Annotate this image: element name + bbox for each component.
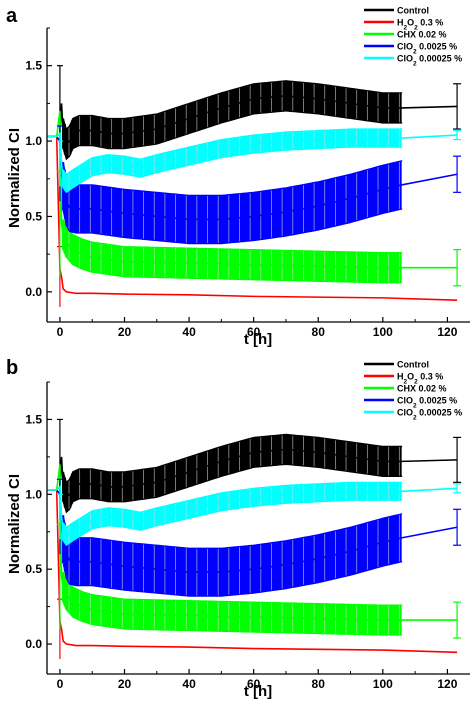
- x-tick-label: 20: [118, 677, 132, 691]
- legend-label: CHX 0.02 %: [397, 384, 447, 394]
- x-tick-label: 120: [437, 325, 457, 339]
- x-tick-label: 60: [247, 677, 261, 691]
- series-line: [47, 448, 458, 499]
- y-tick-label: 1.0: [25, 134, 42, 148]
- series-5: [47, 481, 462, 547]
- plot-area: [47, 65, 462, 307]
- series-1: [47, 65, 462, 161]
- legend-label: H2O2 0.3 %: [397, 18, 443, 32]
- error-band-top: [62, 160, 403, 196]
- error-band-top: [62, 513, 403, 549]
- x-tick-label: 0: [57, 325, 64, 339]
- legend-label: Control: [397, 6, 429, 16]
- y-tick-label: 0.0: [25, 637, 42, 651]
- error-band-top: [62, 433, 403, 484]
- chart-b-svg: b Normalized CI t [h] 0 20 40 60 80 100 120 0.0…: [6, 357, 470, 700]
- error-band-top: [62, 571, 403, 606]
- series-line: [47, 485, 458, 538]
- y-axis-label: Normalized CI: [6, 128, 23, 228]
- error-band-bottom: [62, 208, 403, 245]
- legend-label: CHX 0.02 %: [397, 30, 447, 40]
- y-tick-label: 0.0: [25, 285, 42, 299]
- x-tick-label: 100: [373, 325, 393, 339]
- x-tick-label: 40: [182, 325, 196, 339]
- series-4: [47, 125, 462, 245]
- legend-label: H2O2 0.3 %: [397, 372, 443, 386]
- legend-label: ClO2 0.0025 %: [397, 42, 457, 56]
- x-tick-label: 40: [182, 677, 196, 691]
- y-tick-label: 0.5: [25, 562, 42, 576]
- error-band-bottom: [62, 499, 403, 547]
- x-axis-label: t [h]: [244, 331, 272, 348]
- x-axis-label: t [h]: [244, 683, 272, 700]
- panel-letter: a: [6, 5, 18, 27]
- series-5: [47, 128, 462, 194]
- legend-label: ClO2 0.00025 %: [397, 54, 462, 68]
- series-1: [47, 418, 462, 514]
- panel-letter: b: [6, 357, 18, 379]
- legend: Control H2O2 0.3 %CHX 0.02 % ClO2 0.0025 %…: [364, 360, 462, 422]
- x-tick-label: 120: [437, 677, 457, 691]
- x-tick-label: 20: [118, 325, 132, 339]
- series-3: [47, 110, 462, 287]
- axes: 0 20 40 60 80 100 120 0.0 0.5 1.0 1.5: [25, 27, 470, 339]
- x-tick-label: 60: [247, 325, 261, 339]
- series-line: [47, 464, 458, 621]
- chart-panel-a: a Normalized CI t [h] 0 20 40 60 80 100 120 0.0…: [0, 0, 474, 352]
- error-band-bottom: [62, 463, 403, 514]
- error-band-bottom: [62, 561, 403, 597]
- series-line: [47, 95, 458, 146]
- y-tick-label: 0.5: [25, 209, 42, 223]
- chart-panel-b: b Normalized CI t [h] 0 20 40 60 80 100 120 0.0…: [0, 352, 474, 704]
- axes: 0 20 40 60 80 100 120 0.0 0.5 1.0 1.5: [25, 381, 470, 691]
- series-line: [47, 110, 458, 269]
- x-tick-label: 100: [373, 677, 393, 691]
- x-tick-label: 0: [57, 677, 64, 691]
- y-axis-label: Normalized CI: [6, 474, 23, 574]
- y-tick-label: 1.0: [25, 487, 42, 501]
- x-tick-label: 80: [312, 325, 326, 339]
- error-band-top: [62, 80, 403, 131]
- error-band-top: [62, 481, 403, 529]
- error-band-bottom: [62, 249, 403, 284]
- legend-label: Control: [397, 360, 429, 370]
- legend-label: ClO2 0.0025 %: [397, 396, 457, 410]
- y-tick-label: 1.5: [25, 59, 42, 73]
- error-band-bottom: [62, 110, 403, 161]
- series-4: [47, 478, 462, 597]
- series-3: [47, 464, 462, 639]
- error-band-bottom: [62, 146, 403, 194]
- error-band-top: [62, 128, 403, 176]
- y-tick-label: 1.5: [25, 412, 42, 426]
- chart-a-svg: a Normalized CI t [h] 0 20 40 60 80 100 120 0.0…: [6, 5, 470, 348]
- series-line: [47, 131, 458, 185]
- legend: Control H2O2 0.3 %CHX 0.02 % ClO2 0.0025 %…: [364, 6, 462, 68]
- x-tick-label: 80: [312, 677, 326, 691]
- error-band-bottom: [62, 601, 403, 636]
- legend-label: ClO2 0.00025 %: [397, 408, 462, 422]
- plot-area: [47, 418, 462, 660]
- error-band-top: [62, 219, 403, 254]
